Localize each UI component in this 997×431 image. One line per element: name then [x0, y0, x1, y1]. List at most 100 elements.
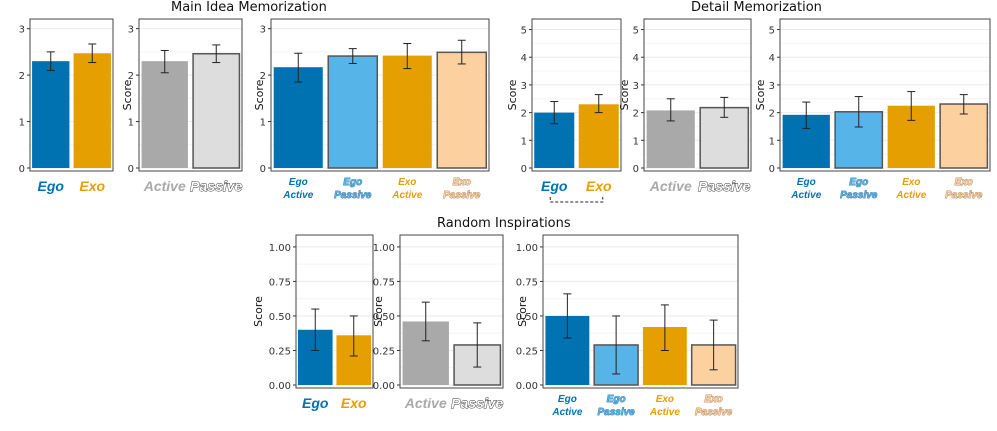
- y-tick-label: 3: [260, 25, 266, 36]
- x-tick-label: Passive: [334, 190, 372, 201]
- x-tick-label: Exo: [398, 177, 416, 188]
- y-tick-label: 0.25: [516, 346, 538, 357]
- x-tick-label: Ego: [541, 178, 568, 194]
- y-tick-label: 1: [633, 136, 639, 147]
- y-axis-label: Score: [506, 79, 519, 110]
- x-tick-label: Active: [143, 178, 186, 194]
- y-tick-label: 1: [260, 118, 266, 129]
- y-tick-label: 0: [19, 164, 25, 175]
- y-tick-label: 1: [769, 136, 775, 147]
- y-tick-label: 5: [521, 26, 527, 37]
- panel-border: [531, 18, 622, 172]
- bar: [141, 61, 188, 169]
- y-tick-label: 3: [19, 25, 25, 36]
- y-axis-label: Score: [121, 79, 134, 110]
- x-tick-label: Exo: [586, 178, 612, 194]
- group-title-detail: Detail Memorization: [691, 0, 822, 15]
- x-tick-label: Ego: [558, 394, 577, 405]
- chart-panel-8: 0.00 0.25 0.50 0.75 1.00 Score Active Passive: [372, 234, 504, 411]
- y-tick-label: 4: [633, 53, 639, 64]
- y-tick-label: 0.75: [269, 277, 291, 288]
- y-tick-label: 0: [521, 164, 527, 175]
- group-title-main-idea: Main Idea Memorization: [171, 0, 327, 15]
- group-title-random: Random Inspirations: [437, 216, 571, 231]
- chart-panel-7: 0.00 0.25 0.50 0.75 1.00 Score Ego Exo: [252, 234, 374, 411]
- bar: [327, 55, 379, 169]
- y-tick-label: 4: [521, 53, 527, 64]
- y-tick-label: 1: [128, 118, 134, 129]
- x-tick-label: Active: [551, 407, 582, 418]
- y-tick-label: 2: [19, 71, 25, 82]
- y-tick-label: 3: [128, 25, 134, 36]
- y-axis-label: Score: [516, 296, 529, 327]
- x-tick-label: Exo: [656, 394, 674, 405]
- chart-panel-3: 0 1 2 3 Score Ego Active Ego Passive Exo Active Exo…: [253, 18, 490, 201]
- panel-border: [295, 234, 374, 389]
- x-tick-label: Ego: [607, 394, 626, 405]
- x-tick-label: Active: [895, 190, 926, 201]
- x-tick-label: Passive: [597, 407, 635, 418]
- x-tick-label: Ego: [289, 177, 308, 188]
- x-tick-label: Active: [282, 190, 313, 201]
- y-tick-label: 5: [769, 26, 775, 37]
- bar: [273, 67, 323, 168]
- bar: [436, 51, 488, 169]
- y-tick-label: 1.00: [373, 243, 395, 254]
- chart-panel-1: 0 1 2 3 Ego Exo: [19, 18, 114, 194]
- bar: [32, 61, 70, 169]
- y-tick-label: 3: [633, 81, 639, 92]
- y-tick-label: 0: [260, 164, 266, 175]
- x-tick-label: Exo: [453, 177, 471, 188]
- y-tick-label: 0.50: [373, 312, 395, 323]
- x-tick-label: Exo: [902, 177, 920, 188]
- y-tick-label: 0.00: [373, 381, 395, 392]
- y-axis-label: Score: [372, 296, 385, 327]
- y-tick-label: 0.75: [516, 277, 538, 288]
- x-tick-label: Active: [391, 190, 422, 201]
- y-tick-label: 1.00: [269, 243, 291, 254]
- x-tick-label: Passive: [698, 178, 750, 194]
- y-tick-label: 0: [769, 164, 775, 175]
- y-tick-label: 4: [769, 53, 775, 64]
- panel-border: [779, 18, 991, 172]
- chart-panel-9: 0.00 0.25 0.50 0.75 1.00 Score Ego Active Ego Pas…: [516, 234, 739, 418]
- y-tick-label: 2: [128, 71, 134, 82]
- y-tick-label: 0.25: [269, 346, 291, 357]
- y-tick-label: 1.00: [516, 243, 538, 254]
- bar: [578, 104, 619, 168]
- significance-bracket: [549, 197, 604, 203]
- y-axis-label: Score: [754, 79, 767, 110]
- y-tick-label: 0.25: [373, 346, 395, 357]
- x-tick-label: Exo: [704, 394, 722, 405]
- y-tick-label: 0: [128, 164, 134, 175]
- x-tick-label: Exo: [955, 177, 973, 188]
- x-tick-label: Active: [649, 178, 692, 194]
- chart-panel-4: 0 1 2 3 4 5 Score Ego Exo: [506, 18, 622, 203]
- y-tick-label: 0.50: [516, 312, 538, 323]
- y-tick-label: 1: [521, 136, 527, 147]
- panel-border: [138, 18, 243, 172]
- x-tick-label: Active: [790, 190, 821, 201]
- y-tick-label: 3: [769, 81, 775, 92]
- y-axis-label: Score: [618, 79, 631, 110]
- y-tick-label: 0: [633, 164, 639, 175]
- x-tick-label: Exo: [341, 395, 367, 411]
- x-tick-label: Ego: [849, 177, 868, 188]
- y-tick-label: 0.50: [269, 312, 291, 323]
- panel-border: [643, 18, 752, 172]
- panel-border: [542, 234, 739, 389]
- y-tick-label: 0.75: [373, 277, 395, 288]
- y-tick-label: 2: [633, 109, 639, 120]
- x-tick-label: Ego: [343, 177, 362, 188]
- panel-border: [29, 18, 114, 172]
- y-axis-label: Score: [253, 79, 266, 110]
- x-tick-label: Active: [404, 395, 447, 411]
- x-tick-label: Passive: [190, 178, 242, 194]
- y-tick-label: 3: [521, 81, 527, 92]
- x-tick-label: Passive: [443, 190, 481, 201]
- x-tick-label: Exo: [79, 178, 105, 194]
- x-tick-label: Passive: [945, 190, 983, 201]
- y-axis-label: Score: [252, 296, 265, 327]
- y-tick-label: 0.00: [516, 381, 538, 392]
